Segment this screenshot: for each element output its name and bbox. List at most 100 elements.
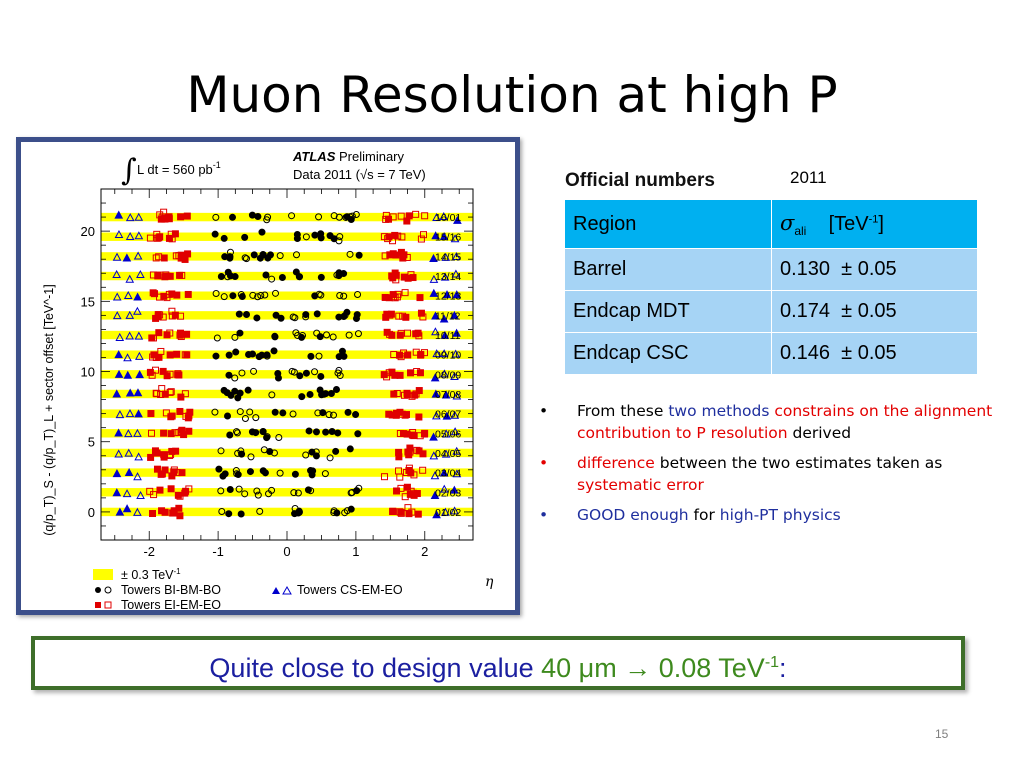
bi-point — [226, 254, 234, 262]
cs-point — [453, 215, 462, 224]
bi-point — [343, 213, 351, 221]
ei-point — [173, 350, 181, 358]
bi-point — [236, 408, 244, 416]
ei-point — [156, 486, 164, 494]
resolution-plot: ∫ L dt = 560 pb-1 ATLAS Preliminary Data… — [16, 137, 520, 615]
cs-point — [134, 212, 144, 221]
row-value: 0.174 ± 0.05 — [771, 290, 978, 333]
ei-point — [397, 508, 405, 516]
bi-point — [294, 331, 302, 339]
bi-point — [346, 445, 354, 453]
ei-point — [407, 469, 415, 477]
bi-point — [355, 251, 363, 259]
bi-point — [236, 329, 244, 337]
legend-ei-label: Towers EI-EM-EO — [121, 598, 221, 610]
bi-point — [305, 427, 313, 435]
y-tick-label: 0 — [88, 505, 95, 520]
bi-point — [255, 353, 263, 361]
cs-point — [112, 389, 122, 398]
bi-point — [313, 310, 321, 318]
bi-point — [321, 470, 329, 478]
bi-point — [279, 409, 287, 417]
bi-point — [254, 212, 262, 220]
cs-point — [429, 451, 439, 460]
cs-point — [431, 389, 441, 398]
bi-point — [219, 472, 227, 480]
ei-point — [402, 468, 410, 476]
cs-point — [440, 272, 450, 281]
cs-point — [431, 311, 440, 320]
ei-point — [148, 334, 156, 342]
cs-point — [114, 449, 124, 458]
bi-point — [315, 352, 323, 360]
bi-point — [268, 391, 276, 399]
bi-point — [354, 291, 362, 299]
ei-point — [155, 253, 163, 261]
ei-point — [396, 331, 404, 339]
ei-point — [184, 290, 192, 298]
bi-point — [257, 291, 265, 299]
bi-point — [261, 291, 269, 299]
bi-point — [307, 487, 315, 495]
cs-point — [452, 469, 462, 478]
y-tick-label: 20 — [81, 224, 95, 239]
bi-point — [319, 409, 327, 417]
ei-point — [415, 387, 423, 395]
ei-point — [175, 252, 183, 260]
ei-point — [177, 333, 185, 341]
legend-cs-open — [282, 585, 292, 595]
sector-label: 12/13 — [435, 291, 461, 303]
ei-point — [405, 212, 413, 220]
bi-point — [332, 447, 340, 455]
cs-point — [432, 510, 441, 519]
design-value-callout: Quite close to design value 40 μm → 0.08… — [31, 636, 965, 690]
ei-point — [176, 331, 184, 339]
cs-point — [112, 488, 122, 497]
ei-point — [381, 473, 389, 481]
ei-point — [171, 230, 179, 238]
ei-point — [154, 272, 162, 280]
bi-point — [241, 414, 249, 422]
cs-point — [123, 290, 133, 300]
legend-bi-open — [104, 586, 112, 594]
bi-point — [307, 352, 315, 360]
bi-point — [276, 252, 284, 260]
cs-point — [442, 290, 452, 299]
bi-point — [231, 374, 239, 382]
cs-point — [439, 349, 449, 358]
bi-point — [289, 410, 297, 418]
band-11-12 — [101, 311, 473, 320]
ei-point — [166, 351, 174, 359]
y-axis-label: (q/p_T)_S - (q/p_T)_L + sector offset [T… — [42, 284, 56, 535]
cs-point — [439, 232, 449, 241]
legend-ei-filled — [95, 602, 101, 608]
cs-point — [439, 468, 449, 477]
bi-point — [262, 271, 270, 279]
x-axis-label: η — [485, 574, 494, 590]
official-numbers-heading: Official numbers — [565, 170, 715, 191]
bi-point — [272, 311, 280, 319]
bi-point — [322, 390, 330, 398]
ei-point — [415, 413, 423, 421]
ei-point — [414, 329, 422, 337]
ei-point — [146, 368, 154, 376]
bi-point — [326, 232, 334, 240]
band-01-02 — [101, 507, 473, 517]
sector-label: 10/11 — [435, 330, 461, 342]
ei-point — [417, 309, 425, 317]
bi-point — [213, 334, 221, 342]
row-value: 0.130 ± 0.05 — [771, 248, 978, 291]
bi-point — [332, 385, 340, 393]
ei-point — [178, 469, 186, 477]
ei-point — [180, 431, 188, 439]
bi-point — [253, 314, 261, 322]
ei-point — [168, 307, 176, 315]
legend-band-swatch — [93, 569, 113, 580]
resolution-table: Region σali [TeV-1] Barrel 0.130 ± 0.05 … — [564, 199, 978, 375]
bi-point — [266, 251, 274, 259]
ei-point — [389, 237, 397, 245]
bi-point — [250, 367, 258, 375]
bi-point — [326, 454, 334, 462]
ei-point — [416, 369, 424, 377]
cs-point — [112, 292, 122, 301]
